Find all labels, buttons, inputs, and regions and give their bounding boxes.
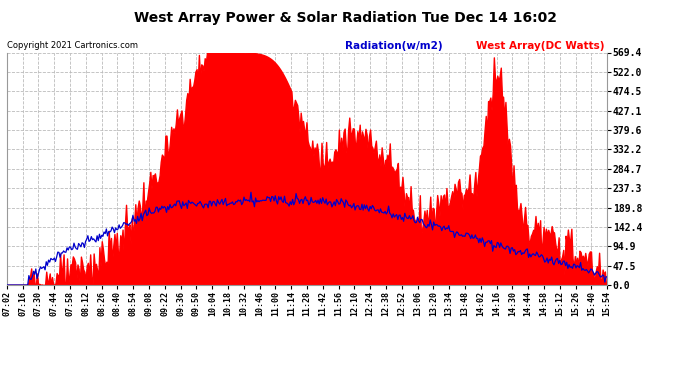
Text: Copyright 2021 Cartronics.com: Copyright 2021 Cartronics.com xyxy=(7,41,138,50)
Text: West Array(DC Watts): West Array(DC Watts) xyxy=(476,41,604,51)
Text: Radiation(w/m2): Radiation(w/m2) xyxy=(345,41,442,51)
Text: West Array Power & Solar Radiation Tue Dec 14 16:02: West Array Power & Solar Radiation Tue D… xyxy=(133,11,557,25)
